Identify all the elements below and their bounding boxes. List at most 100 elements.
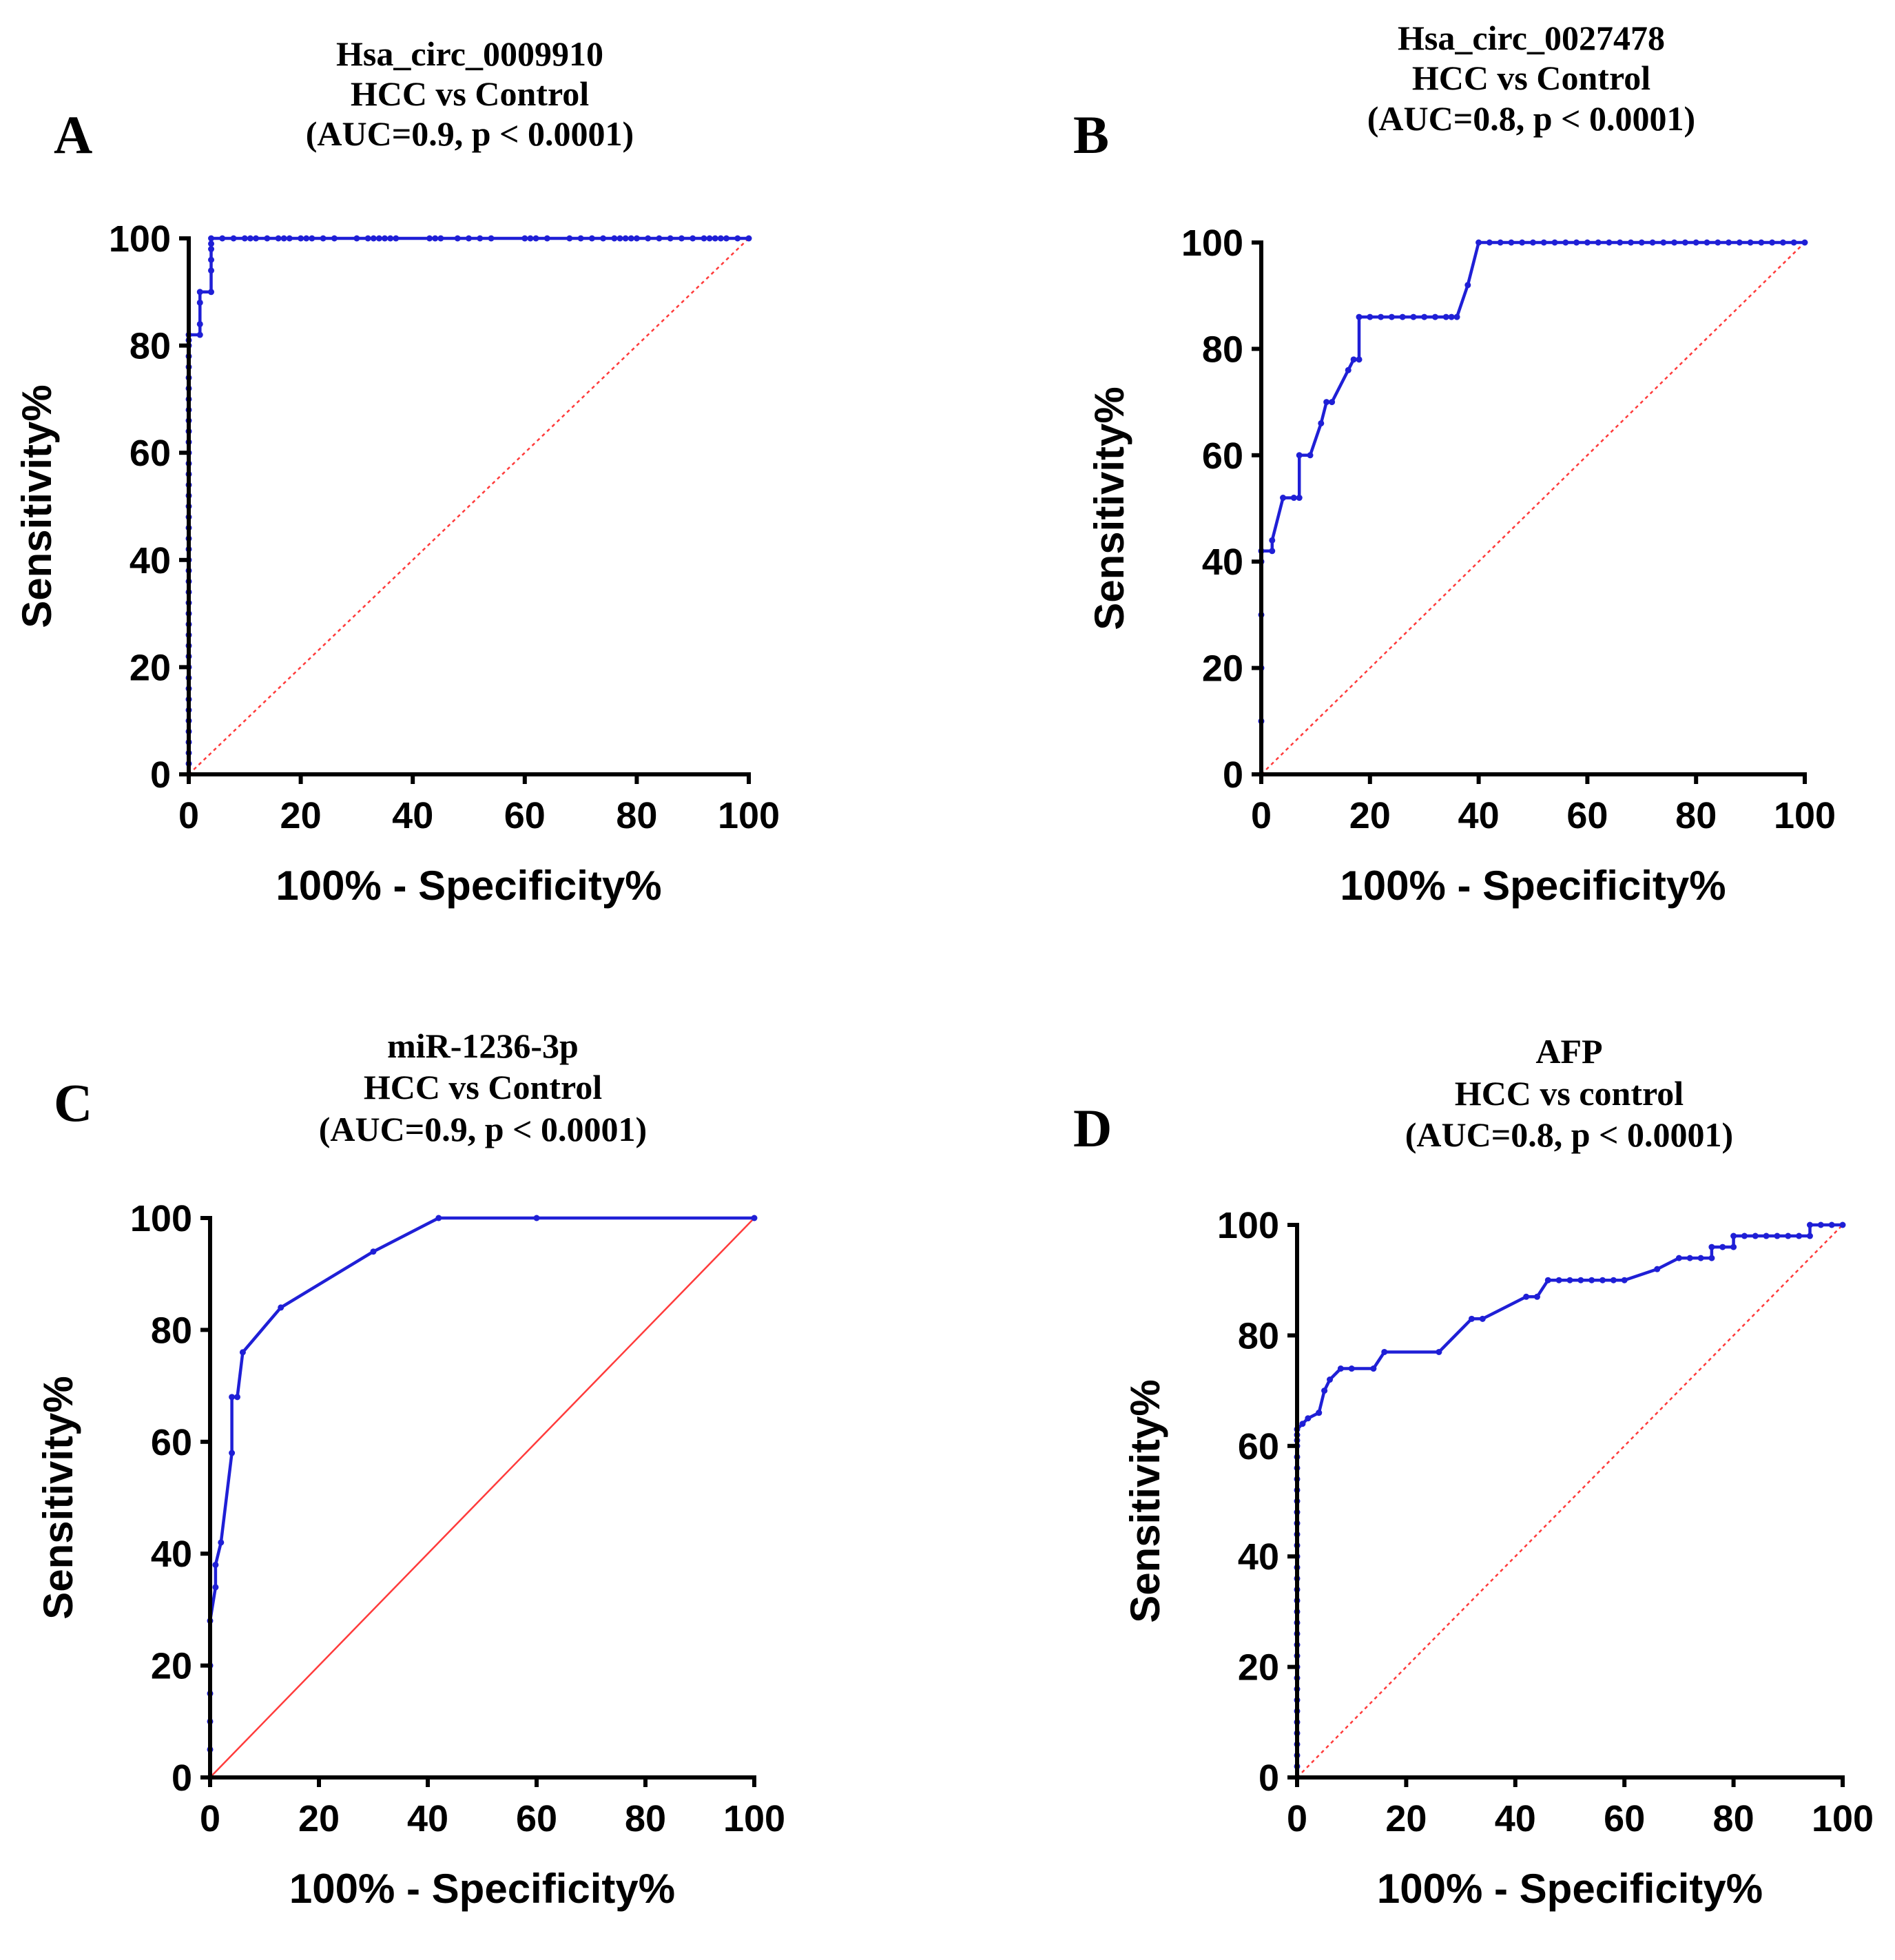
roc-point (278, 1304, 284, 1311)
roc-point (1321, 1388, 1328, 1394)
roc-point (1675, 1255, 1682, 1261)
roc-point (656, 235, 663, 242)
roc-point (533, 1215, 540, 1221)
x-tick-label: 60 (504, 795, 546, 836)
roc-point (1442, 313, 1449, 320)
roc-point (303, 235, 310, 242)
panel-letter: A (54, 105, 92, 165)
roc-point (1348, 1365, 1355, 1372)
roc-point (1779, 239, 1786, 246)
roc-point (229, 1394, 236, 1401)
roc-point (208, 256, 215, 263)
roc-point (1584, 239, 1591, 246)
roc-point (212, 1584, 219, 1591)
roc-point (1785, 1232, 1792, 1239)
roc-point (1307, 452, 1314, 459)
chart-title-line-1: Hsa_circ_0027478 (1398, 19, 1665, 57)
roc-point (1736, 239, 1743, 246)
y-axis-label: Sensitivity% (1122, 1379, 1168, 1622)
roc-point (1540, 239, 1547, 246)
roc-point (1638, 239, 1645, 246)
roc-point (219, 235, 226, 242)
roc-point (1464, 282, 1471, 289)
x-tick-label: 80 (1713, 1798, 1754, 1839)
roc-point (600, 235, 607, 242)
roc-point (1588, 1277, 1595, 1283)
roc-point (628, 235, 634, 242)
y-tick-label: 0 (1259, 1757, 1279, 1799)
roc-point (1790, 239, 1797, 246)
y-tick-label: 60 (130, 433, 171, 474)
roc-point (364, 235, 371, 242)
chart-title-line-2: HCC vs control (1455, 1074, 1684, 1113)
x-tick-label: 0 (1251, 795, 1272, 836)
roc-point (1551, 239, 1558, 246)
chart-title-line-2: HCC vs Control (351, 74, 589, 113)
roc-point (353, 235, 360, 242)
roc-point (1595, 239, 1602, 246)
roc-point (1577, 1277, 1584, 1283)
roc-point (196, 289, 203, 296)
roc-point (1730, 1244, 1737, 1250)
roc-point (1316, 1410, 1323, 1416)
x-tick-label: 0 (200, 1798, 220, 1839)
y-tick-label: 20 (1238, 1647, 1279, 1689)
roc-point (1763, 1232, 1770, 1239)
roc-point (387, 235, 394, 242)
roc-point (234, 1394, 240, 1401)
roc-point (1562, 239, 1569, 246)
roc-point (309, 235, 315, 242)
roc-point (1671, 239, 1678, 246)
y-axis-label: Sensitivity% (14, 384, 60, 628)
y-tick-label: 20 (1202, 648, 1243, 690)
roc-point (622, 235, 629, 242)
roc-point (208, 289, 215, 296)
roc-point (645, 235, 652, 242)
roc-point (577, 235, 584, 242)
roc-point (426, 235, 433, 242)
roc-point (701, 235, 707, 242)
roc-point (723, 235, 729, 242)
roc-point (1774, 1232, 1781, 1239)
roc-point (1752, 1232, 1759, 1239)
roc-point (1329, 399, 1336, 406)
roc-plot: 0 20 40 60 80 100 0 20 40 60 80 100 100% - Specifici… (1122, 1205, 1874, 1912)
x-tick-label: 0 (178, 795, 199, 836)
roc-point (1817, 1221, 1824, 1228)
roc-point (1530, 239, 1536, 246)
roc-plot: 0 20 40 60 80 100 0 20 40 60 80 100 100% - Specifici… (1086, 223, 1836, 909)
roc-point (1692, 239, 1699, 246)
y-tick-label: 40 (130, 540, 171, 581)
roc-point (745, 235, 752, 242)
roc-point (1628, 239, 1635, 246)
roc-point (432, 235, 439, 242)
roc-point (375, 235, 382, 242)
x-tick-label: 60 (516, 1798, 557, 1839)
x-tick-label: 40 (1495, 1798, 1536, 1839)
x-tick-label: 40 (407, 1798, 448, 1839)
roc-point (678, 235, 685, 242)
roc-point (1621, 1277, 1628, 1283)
roc-point (1399, 313, 1406, 320)
roc-point (611, 235, 618, 242)
roc-point (1486, 239, 1493, 246)
roc-point (1479, 1315, 1486, 1322)
x-tick-label: 20 (280, 795, 322, 836)
roc-point (1497, 239, 1504, 246)
roc-point (1573, 239, 1580, 246)
roc-point (1356, 313, 1363, 320)
reference-line (1261, 242, 1805, 775)
roc-point (331, 235, 338, 242)
roc-point (196, 331, 203, 338)
roc-point (1747, 239, 1754, 246)
roc-point (588, 235, 595, 242)
roc-point (1533, 1293, 1540, 1300)
roc-point (1337, 1365, 1344, 1372)
y-tick-label: 0 (150, 754, 171, 796)
chart-title-line-1: miR-1236-3p (387, 1027, 579, 1065)
y-tick-label: 100 (1181, 223, 1243, 264)
x-tick-label: 80 (625, 1798, 666, 1839)
roc-point (1381, 1348, 1388, 1355)
panel-letter: C (54, 1073, 92, 1133)
roc-point (1715, 239, 1721, 246)
